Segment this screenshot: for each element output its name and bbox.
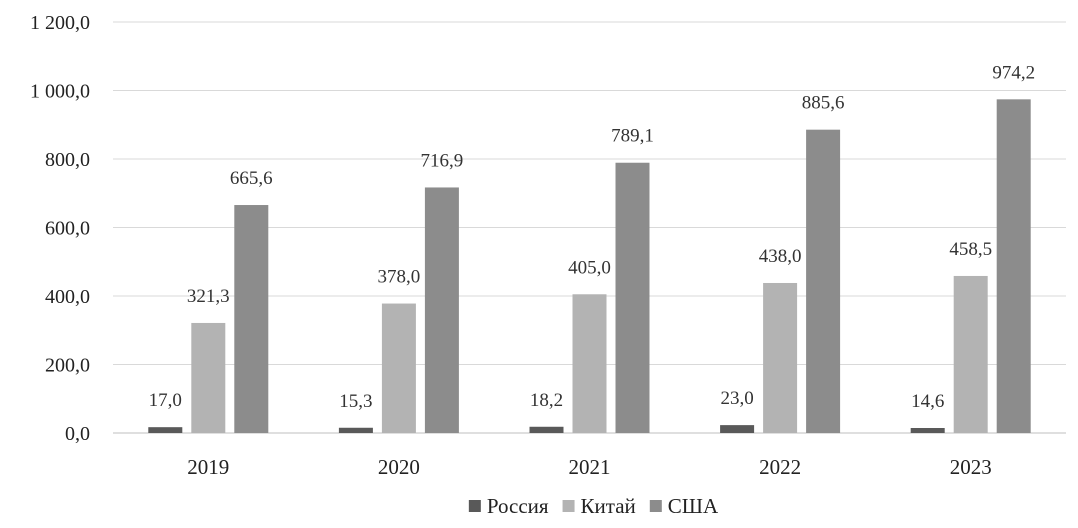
data-label: 665,6 <box>230 168 273 189</box>
bar-Китай-2020 <box>381 303 416 433</box>
y-tick-label: 800,0 <box>45 149 90 171</box>
bar-Россия-2023 <box>910 427 945 433</box>
legend-item: Россия <box>468 494 549 518</box>
legend-label: Китай <box>581 494 636 518</box>
data-label: 405,0 <box>568 257 611 278</box>
legend-swatch <box>468 500 481 512</box>
data-label: 458,5 <box>949 239 992 260</box>
y-tick-label: 600,0 <box>45 218 90 240</box>
bar-Китай-2022 <box>763 282 798 433</box>
bar-США-2023 <box>996 99 1031 434</box>
y-tick-label: 200,0 <box>45 355 90 377</box>
data-label: 17,0 <box>149 390 182 411</box>
data-label: 23,0 <box>720 388 753 409</box>
y-tick-label: 1 000,0 <box>30 81 90 103</box>
x-axis-category-labels: 2019 2020 2021 2022 2023 <box>187 455 991 479</box>
legend-swatch <box>562 500 575 512</box>
bar-США-2021 <box>615 162 650 433</box>
y-tick-label: 0,0 <box>65 423 90 445</box>
x-category-label: 2021 <box>569 455 611 479</box>
bar-Россия-2020 <box>338 427 373 433</box>
x-category-label: 2019 <box>187 455 229 479</box>
data-label: 789,1 <box>611 126 654 147</box>
data-label: 716,9 <box>421 150 464 171</box>
data-label: 974,2 <box>992 62 1035 83</box>
data-label: 378,0 <box>378 267 421 288</box>
legend-label: США <box>668 494 719 518</box>
legend-swatch <box>649 500 662 512</box>
bar-Китай-2019 <box>191 322 226 433</box>
x-category-label: 2020 <box>378 455 420 479</box>
bar-США-2019 <box>234 205 269 433</box>
y-tick-label: 400,0 <box>45 286 90 308</box>
x-category-label: 2023 <box>950 455 992 479</box>
y-tick-label: 1 200,0 <box>30 12 90 34</box>
legend: Россия Китай США <box>468 494 719 518</box>
data-label: 438,0 <box>759 246 802 267</box>
bar-Россия-2019 <box>148 427 183 433</box>
legend-item: Китай <box>562 494 636 518</box>
bar-Россия-2021 <box>529 426 564 433</box>
legend-item: США <box>649 494 719 518</box>
legend-label: Россия <box>487 494 549 518</box>
data-label: 885,6 <box>802 93 845 114</box>
bar-Россия-2022 <box>720 425 755 433</box>
data-label: 321,3 <box>187 286 230 307</box>
x-category-label: 2022 <box>759 455 801 479</box>
bar-Китай-2023 <box>953 275 988 433</box>
data-label: 18,2 <box>530 390 563 411</box>
bar-США-2020 <box>424 187 459 433</box>
bars <box>148 99 1031 434</box>
bar-Китай-2021 <box>572 294 607 433</box>
bar-США-2022 <box>806 129 841 433</box>
data-label: 14,6 <box>911 391 944 412</box>
data-label: 15,3 <box>339 391 372 412</box>
y-axis-tick-labels: 0,0 200,0 400,0 600,0 800,0 1 000,0 1 200,0 <box>30 12 90 445</box>
data-labels: 17,0 321,3 665,6 15,3 378,0 716,9 18,2 405,0 789… <box>149 62 1035 412</box>
